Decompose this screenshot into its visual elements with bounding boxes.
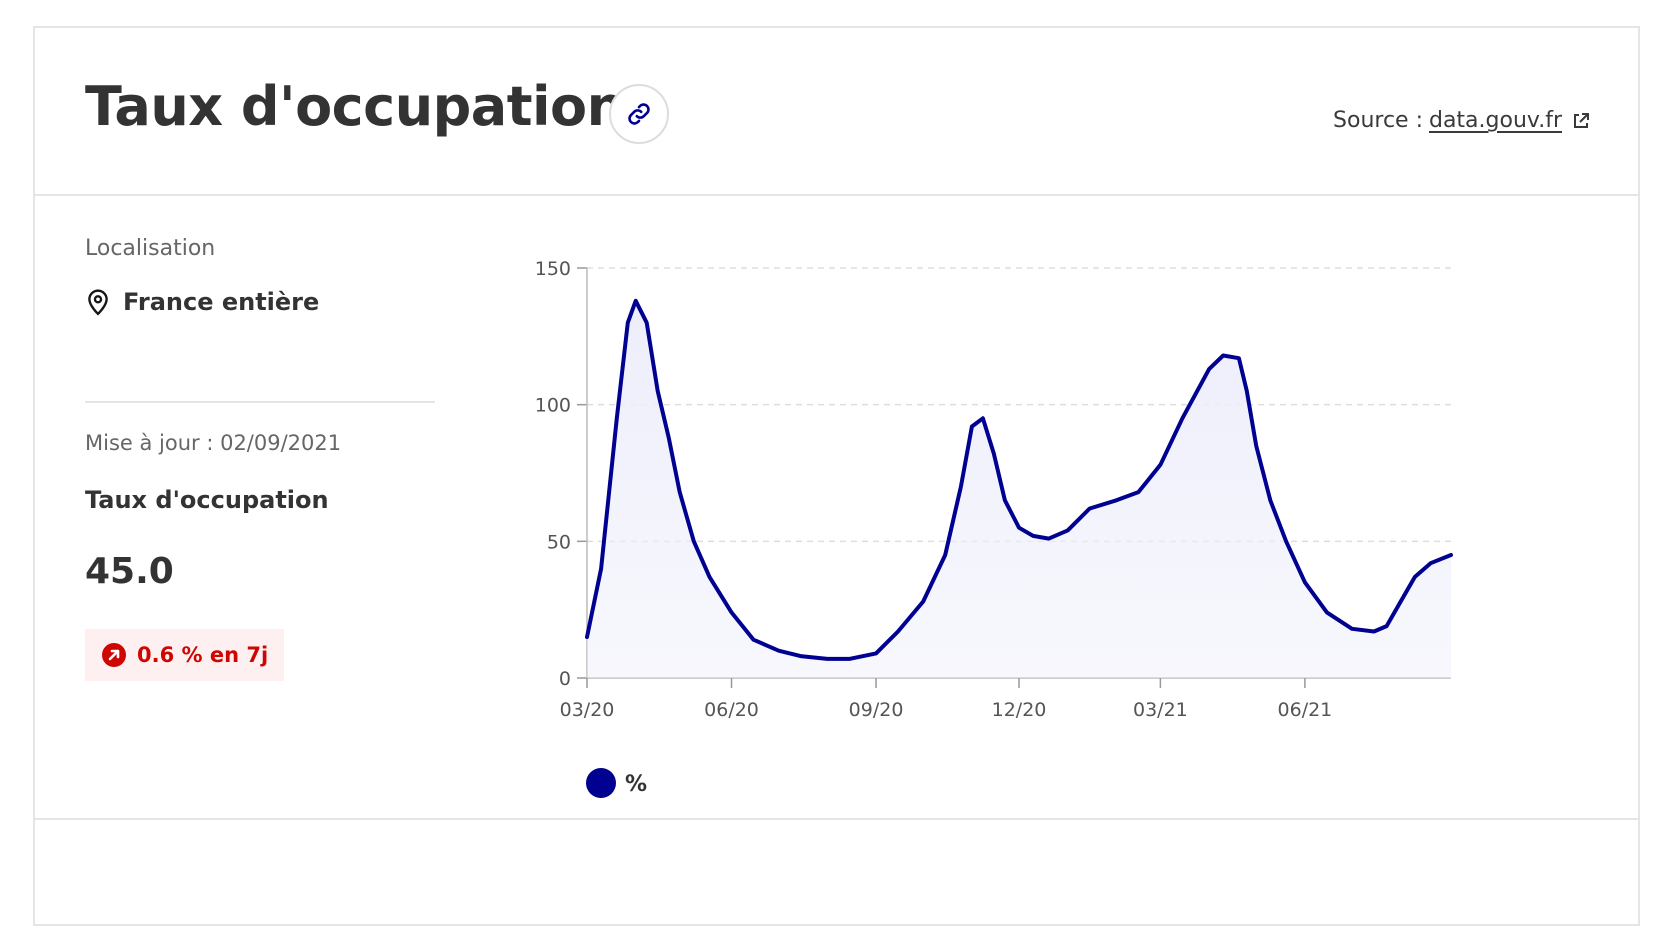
y-tick-label: 50 [547, 531, 571, 553]
arrow-up-right-icon [101, 642, 127, 668]
y-tick-label: 100 [535, 395, 571, 417]
external-link-icon [1572, 112, 1590, 130]
copy-link-button[interactable] [609, 84, 669, 144]
source-link[interactable]: data.gouv.fr [1429, 108, 1562, 133]
x-tick-label: 03/20 [560, 699, 615, 721]
card-divider [35, 818, 1638, 820]
y-tick-label: 0 [559, 668, 571, 690]
occupancy-chart: 0 50 100 150 03/20 06/20 09/20 12/20 03/21 06/21% [515, 218, 1595, 858]
source-prefix: Source : [1333, 108, 1423, 133]
page-title: Taux d'occupation [85, 80, 625, 134]
trend-text: 0.6 % en 7j [137, 643, 268, 667]
map-pin-icon [85, 288, 111, 316]
series-area [587, 301, 1451, 678]
trend-badge: 0.6 % en 7j [85, 629, 284, 681]
y-tick-label: 150 [535, 258, 571, 280]
link-icon [626, 101, 652, 127]
update-date: Mise à jour : 02/09/2021 [85, 431, 341, 455]
occupancy-card: Taux d'occupation Source : data.gouv.fr [33, 26, 1640, 926]
location-label: Localisation [85, 236, 215, 261]
x-tick-label: 12/20 [992, 699, 1047, 721]
location-selector[interactable]: France entière [85, 288, 319, 316]
card-header: Taux d'occupation Source : data.gouv.fr [35, 28, 1638, 196]
x-tick-label: 06/21 [1278, 699, 1333, 721]
chart-area: 0 50 100 150 03/20 06/20 09/20 12/20 03/21 06/21% [515, 218, 1595, 858]
x-tick-label: 09/20 [849, 699, 904, 721]
location-value: France entière [123, 288, 319, 316]
x-tick-label: 03/21 [1133, 699, 1188, 721]
legend: % [586, 768, 647, 798]
legend-label: % [625, 772, 647, 797]
legend-swatch [586, 768, 616, 798]
source-info: Source : data.gouv.fr [1333, 108, 1590, 133]
metric-label: Taux d'occupation [85, 486, 329, 514]
x-tick-label: 06/20 [704, 699, 759, 721]
sidebar-divider [85, 401, 435, 403]
metric-value: 45.0 [85, 551, 174, 592]
